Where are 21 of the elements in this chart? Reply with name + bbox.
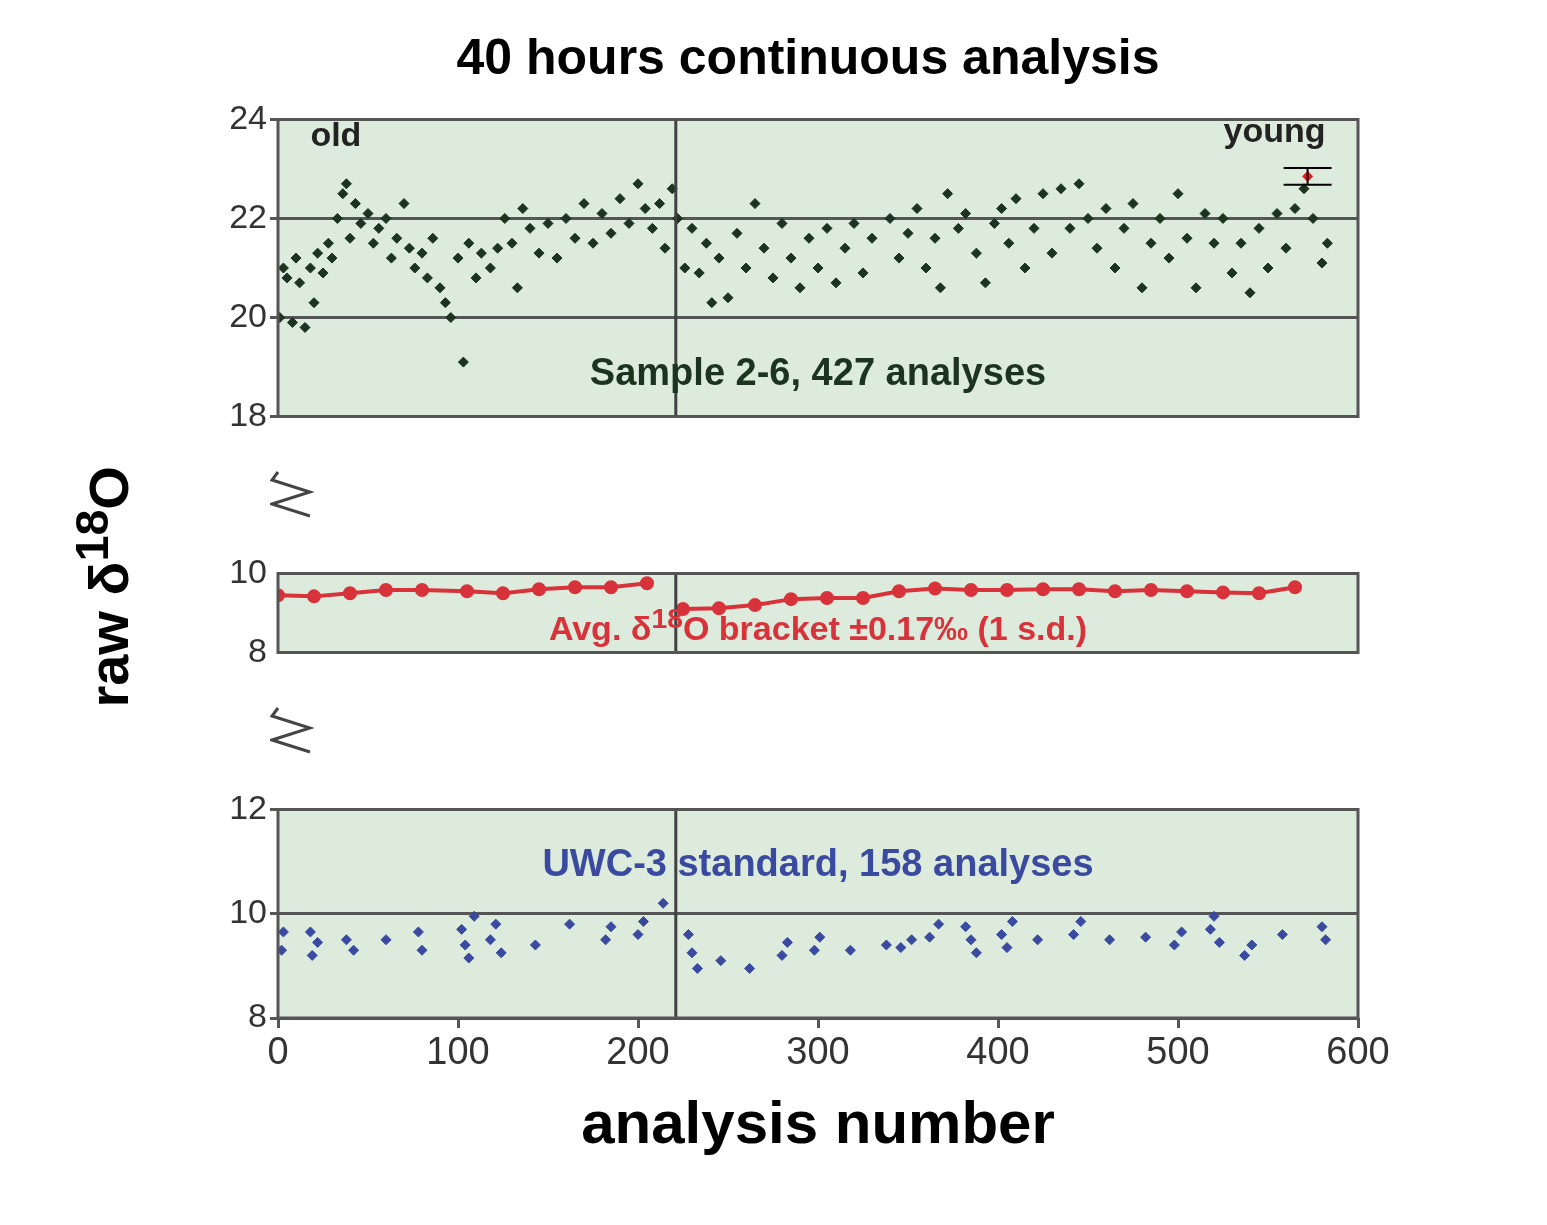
y-tick-label: 18 — [229, 394, 267, 433]
x-axis-title: analysis number — [580, 1088, 1056, 1157]
y-tick-label: 20 — [229, 295, 267, 334]
chart-title: 40 hours continuous analysis — [455, 28, 1161, 86]
x-tick-label: 500 — [1146, 1030, 1210, 1073]
y-tick-label: 22 — [229, 196, 267, 235]
y-tick-label: 10 — [229, 892, 267, 931]
x-tick-label: 0 — [267, 1030, 289, 1073]
y-tick-label: 8 — [248, 996, 267, 1035]
x-tick-label: 600 — [1326, 1030, 1390, 1073]
y-tick-label: 12 — [229, 787, 267, 826]
y-tick-label: 8 — [248, 630, 267, 669]
annotation: old — [310, 114, 362, 154]
annotation: young — [1223, 111, 1326, 151]
x-tick-label: 100 — [426, 1030, 490, 1073]
x-tick-label: 400 — [966, 1030, 1030, 1073]
y-tick-label: 24 — [229, 97, 267, 136]
y-tick-label: 10 — [229, 551, 267, 590]
x-tick-label: 200 — [606, 1030, 670, 1073]
annotation: UWC-3 standard, 158 analyses — [542, 842, 1094, 885]
x-tick-label: 300 — [786, 1030, 850, 1073]
